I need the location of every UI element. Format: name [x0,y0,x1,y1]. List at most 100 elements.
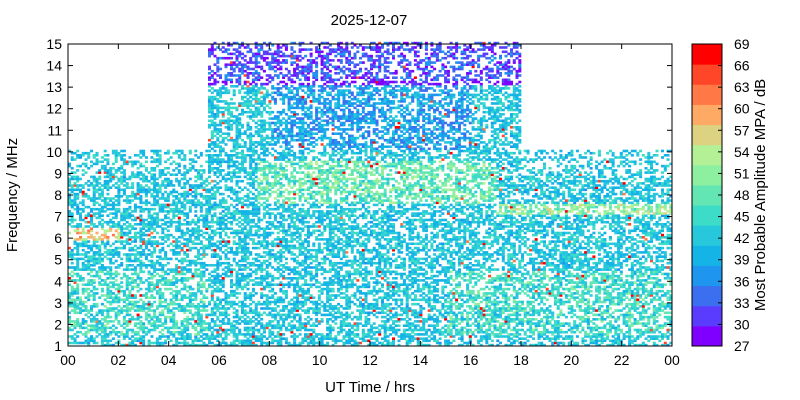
heatmap-cell [158,173,162,176]
heatmap-cell [227,158,231,161]
heatmap-cell [216,46,220,49]
heatmap-cell [273,179,277,183]
heatmap-cell [90,279,94,282]
heatmap-cell [92,287,96,291]
heatmap-cell [287,309,291,312]
heatmap-cell [205,149,209,153]
heatmap-cell [213,171,217,174]
heatmap-cell [106,320,110,323]
heatmap-cell [254,65,258,69]
heatmap-cell [90,214,94,217]
heatmap-cell [213,141,217,144]
heatmap-cell [290,106,294,110]
heatmap-cell [90,324,94,327]
heatmap-cell [95,274,99,278]
heatmap-cell [79,216,83,220]
heatmap-cell [122,207,126,211]
heatmap-cell [144,311,148,315]
heatmap-cell [276,220,280,224]
heatmap-cell [125,182,129,185]
heatmap-cell [287,182,291,185]
heatmap-cell [120,307,124,310]
heatmap-cell [276,343,280,347]
heatmap-cell [153,322,157,325]
heatmap-cell [284,154,288,157]
heatmap-cell [279,268,283,271]
heatmap-cell [128,296,132,299]
heatmap-cell [95,160,99,164]
heatmap-cell [273,97,277,101]
heatmap-cell [235,123,239,127]
heatmap-cell [98,283,102,286]
heatmap-cell [273,313,277,317]
heatmap-cell [254,85,258,88]
heatmap-cell [120,264,124,267]
heatmap-cell [84,251,88,254]
heatmap-cell [276,141,280,144]
heatmap-cell [109,277,113,280]
heatmap-cell [282,108,286,112]
heatmap-cell [68,210,72,213]
heatmap-cell [202,328,206,332]
heatmap-cell [103,233,107,237]
heatmap-cell [257,236,261,239]
heatmap-cell [290,123,294,127]
heatmap-cell [208,341,212,345]
heatmap-cell [191,233,195,237]
heatmap-cell [227,246,231,250]
heatmap-cell [279,205,283,209]
heatmap-cell [232,63,236,66]
heatmap-cell [230,274,234,278]
heatmap-cell [235,134,239,138]
heatmap-cell [161,229,165,233]
heatmap-cell [227,220,231,224]
heatmap-cell [208,171,212,174]
heatmap-cell [216,281,220,284]
heatmap-cell [276,326,280,330]
heatmap-cell [271,277,275,280]
heatmap-cell [284,61,288,64]
heatmap-cell [128,307,132,310]
heatmap-cell [180,231,184,235]
heatmap-cell [188,318,192,321]
heatmap-cell [290,240,294,243]
heatmap-cell [257,78,261,82]
heatmap-cell [166,216,170,220]
heatmap-cell [155,272,159,276]
heatmap-cell [262,164,266,168]
heatmap-cell [125,216,129,220]
heatmap-cell [84,244,88,248]
heatmap-cell [219,106,223,110]
heatmap-cell [295,296,299,299]
heatmap-cell [210,97,214,101]
heatmap-cell [205,328,209,332]
heatmap-cell [139,277,143,280]
heatmap-cell [249,143,253,146]
heatmap-cell [202,320,206,323]
heatmap-cell [243,320,247,323]
heatmap-cell [109,272,113,276]
heatmap-cell [95,238,99,241]
heatmap-cell [114,154,118,157]
heatmap-cell [180,203,184,207]
heatmap-cell [175,339,179,343]
heatmap-cell [183,190,187,194]
heatmap-cell [268,67,272,71]
heatmap-cell [180,259,184,263]
heatmap-cell [109,292,113,295]
heatmap-cell [188,322,192,325]
heatmap-cell [241,255,245,258]
heatmap-cell [265,272,269,276]
heatmap-cell [68,218,72,222]
heatmap-cell [235,210,239,213]
heatmap-cell [221,289,225,293]
heatmap-cell [287,179,291,183]
heatmap-cell [254,59,258,62]
heatmap-cell [117,313,121,317]
heatmap-cell [210,162,214,166]
heatmap-cell [227,322,231,325]
heatmap-cell [282,238,286,241]
heatmap-cell [230,160,234,164]
heatmap-cell [290,244,294,248]
heatmap-cell [117,195,121,198]
